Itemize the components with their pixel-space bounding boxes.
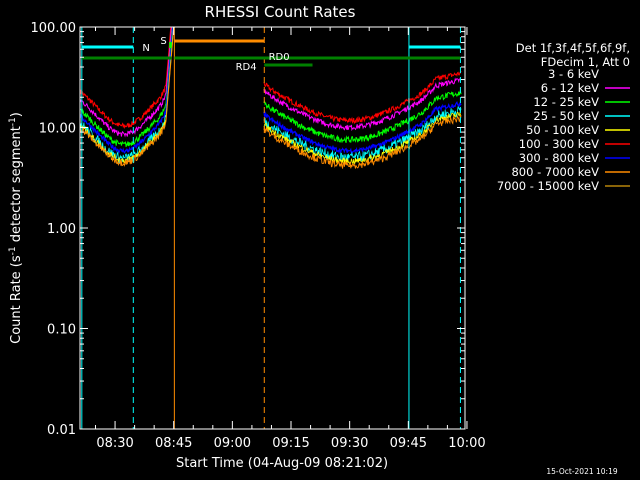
saa-label: S	[160, 36, 166, 47]
y-tick-label: 0.10	[47, 323, 76, 338]
series-line-12-25kev	[80, 26, 462, 148]
legend-label: 12 - 25 keV	[533, 95, 599, 109]
x-tick-label: 08:30	[96, 436, 133, 451]
legend-label: 7000 - 15000 keV	[497, 179, 599, 193]
series-layer	[79, 26, 462, 169]
generation-timestamp: 15-Oct-2021 10:19	[546, 467, 617, 476]
y-axis-label: Count Rate (s-1 detector segment-1)	[8, 112, 24, 344]
y-tick-label: 10.00	[39, 122, 76, 137]
night-label: N	[142, 43, 149, 54]
x-tick-label: 09:15	[272, 436, 309, 451]
legend-label: 50 - 100 keV	[526, 123, 599, 137]
series-line-800-7000kev	[79, 26, 462, 169]
series-line-6-12kev	[79, 26, 462, 138]
legend-label: 800 - 7000 keV	[511, 165, 599, 179]
legend-label: 3 - 6 keV	[548, 67, 599, 81]
series-line-100-300kev	[79, 26, 462, 130]
series-line-300-800kev	[79, 26, 462, 155]
legend: Det 1f,3f,4f,5f,6f,9f, FDecim 1, Att 0 3…	[497, 41, 630, 193]
x-tick-label: 10:00	[448, 436, 485, 451]
y-tick-label: 0.01	[47, 423, 76, 438]
x-axis: 08:30 08:45 09:00 09:15 09:30 09:45 10:00	[95, 27, 486, 451]
chart-title: RHESSI Count Rates	[205, 3, 356, 21]
legend-label: 25 - 50 keV	[533, 109, 599, 123]
x-axis-label: Start Time (04-Aug-09 08:21:02)	[176, 456, 388, 471]
marker-layer: NS RD0 RD4	[81, 27, 461, 429]
x-tick-label: 08:45	[155, 436, 192, 451]
x-tick-label: 09:45	[390, 436, 427, 451]
legend-label: 6 - 12 keV	[541, 81, 599, 95]
y-axis: 100.00 10.00 1.00 0.10 0.01	[31, 21, 465, 438]
x-tick-label: 09:00	[214, 436, 251, 451]
y-tick-label: 100.00	[31, 21, 77, 36]
legend-header-line2: FDecim 1, Att 0	[541, 55, 630, 69]
legend-label: 300 - 800 keV	[519, 151, 599, 165]
legend-label: 100 - 300 keV	[519, 137, 599, 151]
rd0-label: RD0	[269, 52, 290, 63]
legend-header-line1: Det 1f,3f,4f,5f,6f,9f,	[516, 41, 630, 55]
rd4-label: RD4	[236, 62, 257, 73]
x-tick-label: 09:30	[331, 436, 368, 451]
y-tick-label: 1.00	[47, 222, 76, 237]
